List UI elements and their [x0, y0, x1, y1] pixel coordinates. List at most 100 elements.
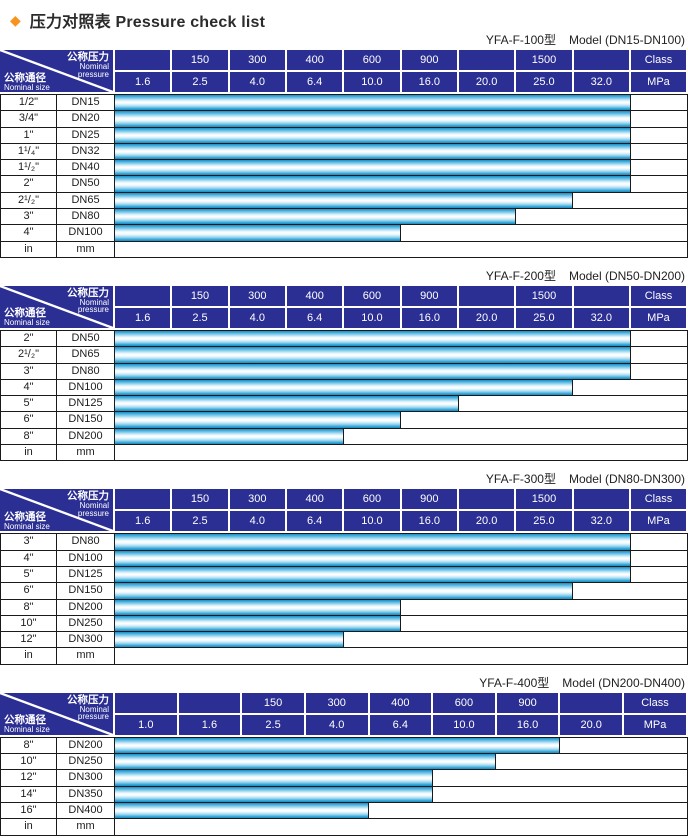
- mpa-header-cell: 20.0: [458, 511, 517, 534]
- corner-header-cell: 公称压力 Nominal pressure 公称通径 Nominal size: [0, 692, 115, 737]
- mpa-header-cell: 20.0: [458, 307, 517, 330]
- header-mpa-row: 1.6 2.5 4.0 6.4 10.0 16.0 20.0 25.0 32.0 MPa: [0, 511, 688, 534]
- size-cell: 3": [0, 209, 57, 226]
- mpa-header-cell: 16.0: [401, 511, 459, 534]
- corner-pressure-zh: 公称压力: [67, 51, 109, 63]
- class-header-cell: 400: [369, 692, 434, 715]
- class-header-cell: [178, 692, 243, 715]
- class-header-cell: [458, 489, 517, 512]
- class-header-cell: 600: [344, 50, 402, 72]
- corner-size-zh: 公称通径: [4, 714, 46, 727]
- size-cell: 14": [0, 786, 57, 803]
- table-row: 1/2" DN15: [0, 94, 688, 112]
- pressure-bar: [115, 550, 631, 566]
- table-row: 3" DN80: [0, 209, 688, 226]
- dn-cell: DN80: [57, 209, 115, 226]
- size-cell: 2¹/₂": [0, 192, 57, 210]
- bar-cell: [115, 94, 688, 112]
- dn-cell: DN200: [57, 599, 115, 616]
- bar-cell: [115, 111, 688, 128]
- corner-pressure-label: 公称压力 Nominal pressure: [67, 51, 109, 78]
- dn-cell: DN100: [57, 225, 115, 242]
- size-cell: 1/2": [0, 94, 57, 112]
- mpa-header-cell: 4.0: [229, 72, 287, 94]
- class-header-cell: 900: [401, 489, 459, 512]
- mpa-header-cell: 1.6: [115, 511, 173, 534]
- size-cell: 3/4": [0, 111, 57, 128]
- size-cell: 4": [0, 550, 57, 567]
- corner-pressure-zh: 公称压力: [67, 490, 109, 503]
- pressure-bar: [115, 143, 631, 160]
- pressure-bar: [115, 192, 574, 209]
- mpa-header-cell: 16.0: [496, 714, 561, 737]
- size-cell: 12": [0, 632, 57, 649]
- mpa-header-cell: 6.4: [286, 307, 345, 330]
- bar-cell: [115, 583, 688, 600]
- size-cell: 8": [0, 736, 57, 755]
- corner-size-zh: 公称通径: [4, 307, 46, 320]
- class-header-cell: 400: [286, 50, 345, 72]
- pressure-bar: [115, 615, 402, 632]
- bar-cell: [115, 379, 688, 397]
- class-unit-cell: Class: [630, 489, 688, 512]
- size-cell: 4": [0, 225, 57, 242]
- corner-pressure-zh: 公称压力: [67, 693, 109, 706]
- dn-cell: DN400: [57, 802, 115, 820]
- class-header-cell: [573, 50, 631, 72]
- mpa-header-cell: 2.5: [172, 307, 230, 330]
- class-header-cell: 900: [401, 285, 459, 308]
- dn-cell: mm: [57, 819, 115, 836]
- pressure-bar: [115, 396, 459, 412]
- pressure-bar: [115, 127, 631, 143]
- table-subtitle: YFA-F-200型 Model (DN50-DN200): [0, 269, 688, 286]
- bar-cell: [115, 445, 688, 462]
- mpa-header-cell: 25.0: [516, 307, 574, 330]
- class-header-cell: [458, 50, 517, 72]
- class-unit-cell: Class: [624, 692, 688, 715]
- tables-root: YFA-F-100型 Model (DN15-DN100) 公称压力 Nominal p…: [0, 33, 688, 836]
- pressure-table-1: 公称压力 Nominal pressure 公称通径 Nominal size 150 30…: [0, 50, 688, 258]
- dn-cell: DN100: [57, 550, 115, 567]
- corner-header-cell: 公称压力 Nominal pressure 公称通径 Nominal size: [0, 285, 115, 330]
- bar-cell: [115, 412, 688, 429]
- mpa-header-cell: 6.4: [286, 511, 345, 534]
- class-header-cell: [115, 692, 179, 715]
- class-header-cell: 600: [344, 285, 402, 308]
- size-cell: 12": [0, 770, 57, 787]
- bar-cell: [115, 786, 688, 803]
- class-header-cell: [560, 692, 624, 715]
- bar-cell: [115, 160, 688, 177]
- class-header-cell: [115, 489, 173, 512]
- dn-cell: DN150: [57, 412, 115, 429]
- header-class-row: 公称压力 Nominal pressure 公称通径 Nominal size 150 30…: [0, 285, 688, 330]
- bar-cell: [115, 550, 688, 567]
- class-header-cell: [573, 489, 631, 512]
- table-row: 3" DN80: [0, 363, 688, 380]
- bar-cell: [115, 632, 688, 649]
- table-row: 10" DN250: [0, 615, 688, 633]
- bar-cell: [115, 329, 688, 348]
- table-row: 12" DN300: [0, 632, 688, 649]
- table-row: 2¹/₂" DN65: [0, 347, 688, 364]
- dn-cell: DN40: [57, 160, 115, 177]
- page-title-zh: 压力对照表: [29, 14, 111, 31]
- class-header-cell: 900: [496, 692, 561, 715]
- pressure-bar: [115, 737, 560, 754]
- table-row: 14" DN350: [0, 786, 688, 803]
- page-title-en: Pressure check list: [115, 14, 266, 31]
- class-header-cell: 150: [172, 489, 230, 512]
- table-row: 4" DN100: [0, 550, 688, 567]
- page-title: 压力对照表 Pressure check list: [30, 8, 265, 32]
- class-header-cell: 300: [229, 489, 287, 512]
- table-row: 2" DN50: [0, 329, 688, 348]
- mpa-header-cell: 10.0: [344, 511, 402, 534]
- corner-header-cell: 公称压力 Nominal pressure 公称通径 Nominal size: [0, 489, 115, 534]
- table-row: in mm: [0, 241, 688, 258]
- table-row: 8" DN200: [0, 599, 688, 616]
- dn-cell: mm: [57, 445, 115, 462]
- class-header-cell: 1500: [516, 285, 574, 308]
- size-cell: 16": [0, 802, 57, 820]
- dn-cell: DN250: [57, 615, 115, 633]
- mpa-unit-cell: MPa: [630, 72, 688, 94]
- table-row: 4" DN100: [0, 225, 688, 242]
